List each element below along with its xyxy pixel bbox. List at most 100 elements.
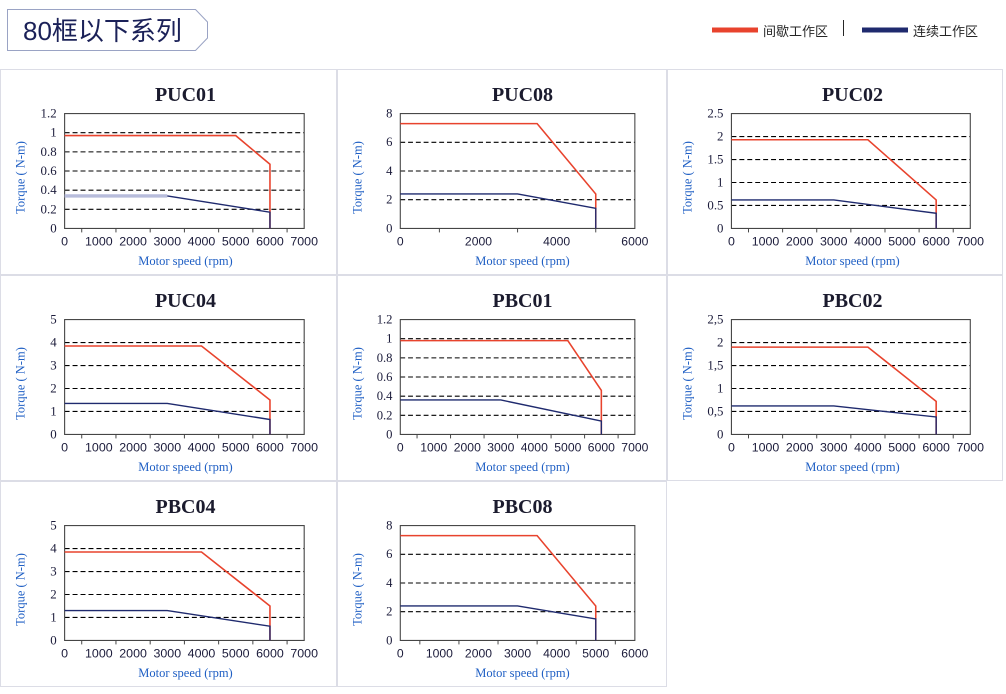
svg-text:0: 0 [728,440,735,454]
svg-text:4: 4 [386,164,393,178]
svg-text:4: 4 [50,336,57,350]
svg-text:1: 1 [50,610,56,624]
svg-text:0: 0 [717,427,723,441]
svg-text:3: 3 [50,359,56,373]
svg-text:1000: 1000 [85,234,113,248]
svg-text:4000: 4000 [543,646,570,660]
svg-text:6000: 6000 [256,234,284,248]
svg-text:8: 8 [386,106,392,120]
svg-text:2: 2 [386,605,392,619]
svg-text:3000: 3000 [820,440,848,454]
svg-text:6000: 6000 [621,234,648,248]
svg-text:6: 6 [386,547,392,561]
svg-text:2000: 2000 [119,440,147,454]
svg-text:4000: 4000 [188,234,216,248]
svg-text:2000: 2000 [119,646,147,660]
svg-text:1: 1 [717,381,723,395]
svg-text:0.5: 0.5 [707,198,723,212]
svg-text:0: 0 [386,633,392,647]
svg-text:0.2: 0.2 [377,408,393,422]
svg-text:0: 0 [717,221,723,235]
svg-text:5: 5 [50,313,56,327]
svg-text:0.4: 0.4 [41,183,58,197]
svg-text:2: 2 [50,587,56,601]
svg-text:2.5: 2.5 [707,107,723,121]
svg-text:0: 0 [50,427,56,441]
svg-text:1000: 1000 [85,646,113,660]
svg-text:0: 0 [386,221,392,235]
svg-text:1000: 1000 [752,234,780,248]
svg-text:0.8: 0.8 [41,145,57,159]
svg-text:7000: 7000 [290,234,318,248]
svg-text:4000: 4000 [543,234,570,248]
svg-text:0: 0 [61,646,68,660]
svg-text:0.8: 0.8 [377,351,393,365]
svg-text:3000: 3000 [153,646,181,660]
svg-text:2: 2 [50,381,56,395]
svg-text:4000: 4000 [854,440,882,454]
svg-text:1000: 1000 [420,440,447,454]
svg-text:6000: 6000 [621,646,648,660]
svg-text:5000: 5000 [222,440,250,454]
svg-text:0.6: 0.6 [41,164,58,178]
svg-text:1.2: 1.2 [41,107,57,121]
svg-text:5000: 5000 [582,646,609,660]
svg-text:2000: 2000 [465,646,492,660]
svg-text:4000: 4000 [188,646,216,660]
svg-text:5000: 5000 [222,234,250,248]
svg-text:2000: 2000 [454,440,481,454]
svg-text:0.4: 0.4 [377,389,393,403]
svg-text:5000: 5000 [888,234,916,248]
svg-text:2: 2 [717,130,723,144]
svg-text:3000: 3000 [153,234,181,248]
svg-text:1000: 1000 [85,440,113,454]
svg-text:0,5: 0,5 [707,404,723,418]
svg-text:5000: 5000 [222,646,250,660]
svg-text:2000: 2000 [786,234,814,248]
svg-text:0: 0 [50,633,56,647]
svg-text:2,5: 2,5 [707,313,723,327]
svg-text:1,5: 1,5 [707,358,723,372]
svg-text:1: 1 [717,175,723,189]
svg-text:7000: 7000 [290,440,318,454]
svg-text:4000: 4000 [521,440,548,454]
svg-text:6: 6 [386,135,392,149]
svg-text:1000: 1000 [426,646,453,660]
svg-text:4000: 4000 [188,440,216,454]
svg-text:0: 0 [397,440,404,454]
svg-text:1: 1 [386,332,392,346]
svg-text:1: 1 [50,126,56,140]
svg-text:0: 0 [50,221,56,235]
svg-text:0: 0 [397,646,404,660]
svg-text:3000: 3000 [487,440,514,454]
svg-text:8: 8 [386,518,392,532]
svg-text:5000: 5000 [888,440,916,454]
svg-text:0: 0 [728,234,735,248]
svg-text:3: 3 [50,565,56,579]
svg-text:0.2: 0.2 [41,202,57,216]
svg-text:6000: 6000 [922,440,950,454]
svg-text:2: 2 [386,193,392,207]
svg-text:6000: 6000 [588,440,615,454]
svg-text:0: 0 [61,234,68,248]
svg-text:1000: 1000 [752,440,780,454]
svg-text:1: 1 [50,404,56,418]
svg-text:1.2: 1.2 [377,312,393,326]
svg-text:4000: 4000 [854,234,882,248]
svg-text:5000: 5000 [554,440,581,454]
svg-text:4: 4 [386,576,393,590]
svg-text:7000: 7000 [957,440,985,454]
svg-text:7000: 7000 [621,440,648,454]
svg-text:7000: 7000 [957,234,985,248]
svg-text:0: 0 [397,234,404,248]
svg-text:4: 4 [50,542,57,556]
svg-text:3000: 3000 [153,440,181,454]
svg-text:6000: 6000 [256,440,284,454]
svg-text:2000: 2000 [119,234,147,248]
svg-text:2000: 2000 [465,234,492,248]
svg-text:1.5: 1.5 [707,152,723,166]
svg-text:2: 2 [717,336,723,350]
svg-text:3000: 3000 [504,646,531,660]
svg-text:3000: 3000 [820,234,848,248]
svg-text:6000: 6000 [256,646,284,660]
